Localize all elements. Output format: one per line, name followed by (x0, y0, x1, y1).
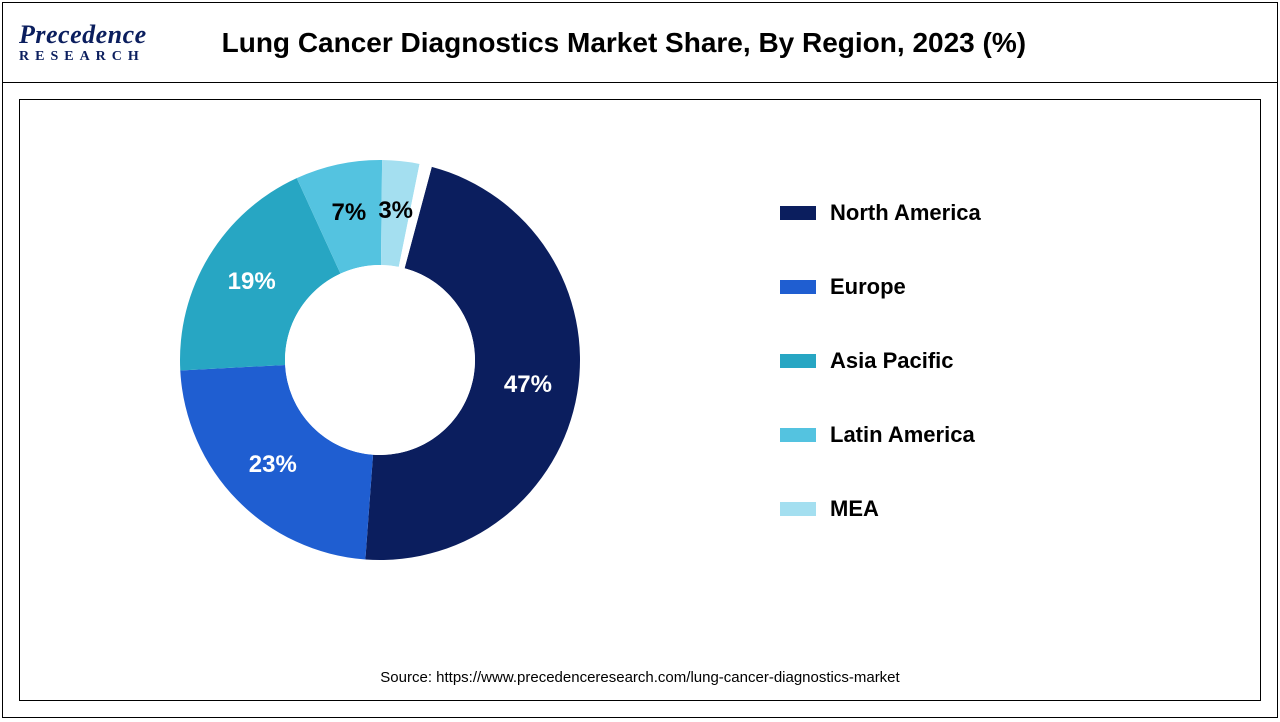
chart-body-frame: 47% 23% 19% 7% 3% North America Europe Asia Pa… (19, 99, 1261, 701)
legend-item: North America (780, 200, 981, 226)
source-text: Source: https://www.precedenceresearch.c… (20, 669, 1260, 686)
legend-item: Europe (780, 274, 981, 300)
header: Precedence RESEARCH Lung Cancer Diagnost… (3, 3, 1277, 83)
chart-area: 47% 23% 19% 7% 3% North America Europe Asia Pa… (20, 100, 1260, 700)
brand-logo-top: Precedence (19, 22, 147, 48)
legend-item: Asia Pacific (780, 348, 981, 374)
legend-swatch (780, 280, 816, 294)
legend-label: North America (830, 200, 981, 226)
donut-pct-label: 7% (331, 199, 366, 227)
legend-swatch (780, 502, 816, 516)
donut-pct-label: 23% (249, 451, 297, 479)
legend-swatch (780, 206, 816, 220)
legend-item: Latin America (780, 422, 981, 448)
legend-label: Europe (830, 274, 906, 300)
legend-label: Asia Pacific (830, 348, 954, 374)
legend-item: MEA (780, 496, 981, 522)
legend-swatch (780, 428, 816, 442)
donut-pct-label: 19% (228, 268, 276, 296)
donut-hole (285, 265, 475, 455)
legend-label: MEA (830, 496, 879, 522)
legend: North America Europe Asia Pacific Latin Ame… (780, 200, 981, 570)
donut-chart: 47% 23% 19% 7% 3% (160, 140, 600, 585)
donut-pct-label: 3% (378, 197, 413, 225)
legend-label: Latin America (830, 422, 975, 448)
outer-frame: Precedence RESEARCH Lung Cancer Diagnost… (2, 2, 1278, 718)
donut-pct-label: 47% (504, 371, 552, 399)
chart-title: Lung Cancer Diagnostics Market Share, By… (147, 27, 1261, 59)
brand-logo-bottom: RESEARCH (19, 50, 147, 64)
legend-swatch (780, 354, 816, 368)
brand-logo: Precedence RESEARCH (19, 22, 147, 64)
